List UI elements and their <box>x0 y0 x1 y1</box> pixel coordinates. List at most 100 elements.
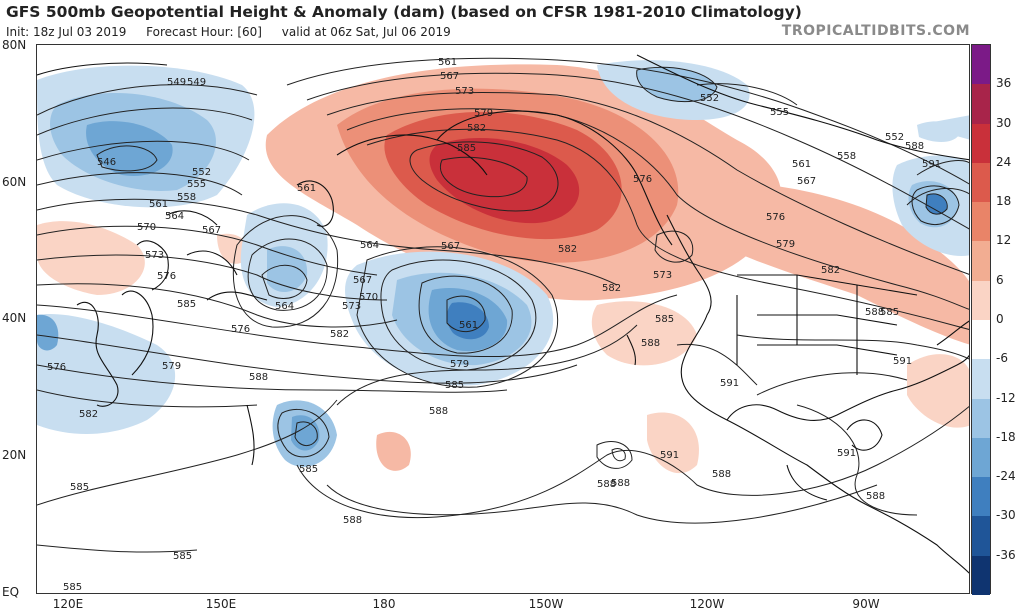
contour-label: 582 <box>79 409 98 420</box>
contour-label: 561 <box>297 183 316 194</box>
map-title: GFS 500mb Geopotential Height & Anomaly … <box>6 3 802 21</box>
colorbar-label: -18 <box>996 429 1016 444</box>
colorbar-segment <box>972 202 990 242</box>
lon-label-90w: 90W <box>852 597 880 611</box>
colorbar-label: -12 <box>996 390 1016 405</box>
contour-label: 585 <box>70 482 89 493</box>
contour-label: 585 <box>173 551 192 562</box>
contour-label: 549 <box>167 77 186 88</box>
colorbar-label: 12 <box>996 233 1012 248</box>
map-subtitle: Init: 18z Jul 03 2019 Forecast Hour: [60… <box>6 25 467 39</box>
map-area: 549 549 546 552 555 558 561 564 567 570 … <box>36 44 970 594</box>
colorbar-segment <box>972 437 990 478</box>
contour-label: 567 <box>202 225 221 236</box>
contour-label: 558 <box>177 192 196 203</box>
contour-label: 579 <box>450 359 469 370</box>
contour-label: 561 <box>792 159 811 170</box>
lat-label-40n: 40N <box>2 311 27 325</box>
contour-label: 555 <box>187 179 206 190</box>
contour-label: 585 <box>63 582 82 593</box>
forecast-hour: Forecast Hour: [60] <box>146 25 262 39</box>
lat-label-20n: 20N <box>2 448 27 462</box>
contour-label: 570 <box>137 222 156 233</box>
contour-label: 588 <box>343 515 362 526</box>
colorbar-segment <box>972 320 990 360</box>
contour-label: 588 <box>597 479 616 490</box>
height-contours <box>37 57 969 553</box>
colorbar-label: -30 <box>996 508 1016 523</box>
contour-label: 567 <box>440 71 459 82</box>
colorbar-label: 0 <box>996 312 1004 326</box>
contour-label: 582 <box>558 244 577 255</box>
contour-label: 588 <box>641 338 660 349</box>
contour-label-group: 549 549 546 552 555 558 561 564 567 570 … <box>47 57 941 593</box>
colorbar-label: 30 <box>996 115 1012 130</box>
contour-label: 552 <box>192 167 211 178</box>
contour-label: 576 <box>633 174 652 185</box>
contour-label: 588 <box>429 406 448 417</box>
lon-label-180: 180 <box>372 597 396 611</box>
map-canvas: 549 549 546 552 555 558 561 564 567 570 … <box>37 54 969 593</box>
valid-time: valid at 06z Sat, Jul 06 2019 <box>281 25 451 39</box>
contour-label: 570 <box>359 292 378 303</box>
contour-label: 585 <box>457 143 476 154</box>
contour-label: 588 <box>905 141 924 152</box>
contour-label: 582 <box>821 265 840 276</box>
contour-label: 573 <box>342 301 361 312</box>
colorbar-label: 6 <box>996 272 1004 287</box>
contour-label: 579 <box>474 108 493 119</box>
lon-label-120e: 120E <box>52 597 84 611</box>
contour-label: 555 <box>770 107 789 118</box>
contour-label: 573 <box>455 86 474 97</box>
contour-label: 549 <box>187 77 206 88</box>
contour-label: 558 <box>837 151 856 162</box>
contour-label: 564 <box>165 211 184 222</box>
contour-label: 591 <box>720 378 739 389</box>
contour-label: 591 <box>660 450 679 461</box>
lat-label-60n: 60N <box>2 175 27 189</box>
contour-label: 576 <box>231 324 250 335</box>
contour-label: 582 <box>330 329 349 340</box>
contour-label: 588 <box>865 307 884 318</box>
colorbar-segment <box>972 162 990 203</box>
contour-label: 573 <box>653 270 672 281</box>
contour-label: 591 <box>893 356 912 367</box>
colorbar-segment <box>972 280 990 321</box>
colorbar-label: 18 <box>996 194 1012 209</box>
colorbar-segment <box>972 241 990 282</box>
contour-label: 588 <box>866 491 885 502</box>
contour-label: 576 <box>766 212 785 223</box>
contour-label: 585 <box>177 299 196 310</box>
contour-label: 567 <box>797 176 816 187</box>
colorbar-label: -24 <box>996 469 1016 484</box>
colorbar-segment <box>972 45 990 85</box>
contour-label: 585 <box>445 380 464 391</box>
colorbar-segment <box>972 555 990 596</box>
lon-label-150e: 150E <box>205 597 237 611</box>
colorbar-label: -6 <box>996 351 1008 366</box>
lat-label-80n: 80N <box>2 38 27 52</box>
contour-label: 588 <box>611 478 630 489</box>
contour-label: 582 <box>602 283 621 294</box>
contour-label: 579 <box>162 361 181 372</box>
colorbar-segment <box>972 359 990 400</box>
contour-label: 591 <box>837 448 856 459</box>
contour-label: 564 <box>360 240 379 251</box>
contour-label: 585 <box>299 464 318 475</box>
contour-label: 567 <box>353 275 372 286</box>
anomaly-colorbar <box>971 44 991 596</box>
lon-label-150w: 150W <box>528 597 564 611</box>
colorbar-segment <box>972 516 990 557</box>
colorbar-segment <box>972 477 990 517</box>
contour-label: 546 <box>97 157 116 168</box>
colorbar-segment <box>972 123 990 164</box>
contour-label: 579 <box>776 239 795 250</box>
contour-label: 564 <box>275 301 294 312</box>
contour-label: 576 <box>47 362 66 373</box>
contour-label: 588 <box>249 372 268 383</box>
contour-label: 591 <box>922 159 941 170</box>
colorbar-segment <box>972 84 990 125</box>
contour-label: 561 <box>459 320 478 331</box>
colorbar-label: -36 <box>996 547 1016 562</box>
watermark: TROPICALTIDBITS.COM <box>781 23 970 39</box>
